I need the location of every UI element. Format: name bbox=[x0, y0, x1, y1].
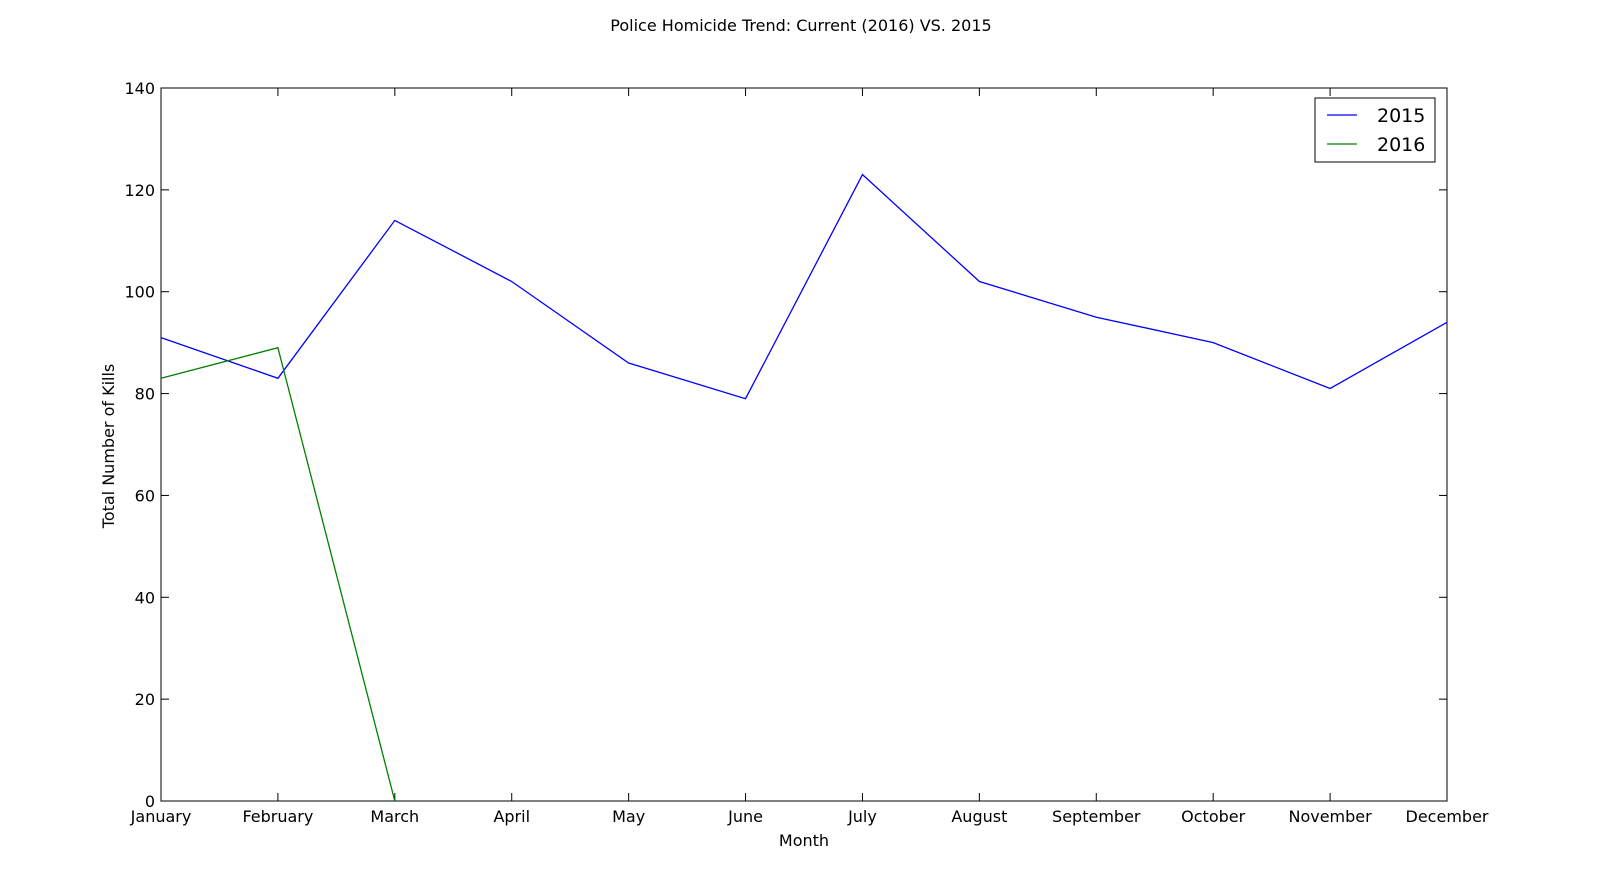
y-tick-label: 0 bbox=[145, 792, 155, 811]
y-tick-label: 140 bbox=[124, 79, 155, 98]
y-tick-label: 40 bbox=[135, 588, 155, 607]
y-axis-label: Total Number of Kills bbox=[99, 364, 118, 529]
y-tick-label: 60 bbox=[135, 486, 155, 505]
x-axis-label: Month bbox=[779, 831, 829, 850]
x-tick-label: September bbox=[1052, 807, 1141, 826]
y-tick-label: 100 bbox=[124, 283, 155, 302]
chart-title: Police Homicide Trend: Current (2016) VS… bbox=[610, 16, 991, 35]
legend-label-2015: 2015 bbox=[1377, 105, 1425, 127]
legend-label-2016: 2016 bbox=[1377, 134, 1425, 156]
x-tick-label: January bbox=[130, 807, 192, 826]
plot-area: 0 20 40 60 80 100 120 140 January February March Ap… bbox=[124, 79, 1488, 826]
series-line-2015 bbox=[160, 173, 1448, 400]
x-tick-label: October bbox=[1181, 807, 1245, 826]
x-tick-label: May bbox=[612, 807, 645, 826]
y-tick-label: 120 bbox=[124, 181, 155, 200]
x-tick-label: April bbox=[493, 807, 530, 826]
legend-box bbox=[1314, 97, 1436, 163]
x-tick-label: February bbox=[242, 807, 313, 826]
x-tick-label: August bbox=[951, 807, 1007, 826]
legend: 2015 2016 bbox=[1314, 97, 1436, 163]
x-tick-label: November bbox=[1288, 807, 1372, 826]
plot-frame bbox=[160, 87, 1448, 802]
x-tick-label: July bbox=[847, 807, 877, 826]
series-line-2016 bbox=[160, 346, 396, 802]
x-tick-label: June bbox=[727, 807, 763, 826]
x-tick-label: March bbox=[370, 807, 419, 826]
y-tick-label: 80 bbox=[135, 385, 155, 404]
y-tick-label: 20 bbox=[135, 690, 155, 709]
x-tick-label: December bbox=[1406, 807, 1489, 826]
